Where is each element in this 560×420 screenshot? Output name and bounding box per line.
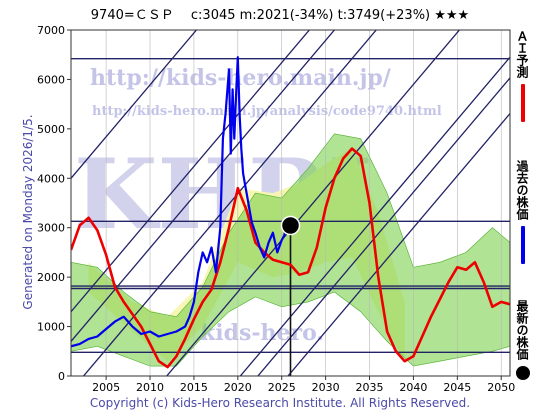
x-tick-label-2045: 2045 — [443, 381, 471, 394]
x-axis-ticks: 2005 2010 2015 2020 2025 2030 2035 2040 2045 2050 — [92, 376, 515, 394]
y-tick-label-7000: 7000 — [37, 24, 65, 37]
x-tick-label-2015: 2015 — [180, 381, 208, 394]
trend-line-1 — [71, 30, 311, 313]
x-tick-label-2010: 2010 — [136, 381, 164, 394]
legend-ai: ＡＩ予測 — [514, 30, 531, 122]
series-past-price — [71, 56, 292, 348]
watermark-bottom: kids-hero. — [200, 320, 324, 346]
legend-past-label: 過去の株価 — [515, 160, 529, 220]
y-tick-label-2000: 2000 — [37, 271, 65, 284]
legend-past: 過去の株価 — [514, 160, 531, 264]
trend-line-4 — [165, 30, 461, 376]
x-tick-label-2005: 2005 — [92, 381, 120, 394]
trend-channel-lines — [71, 30, 510, 376]
legend-past-swatch — [520, 226, 525, 264]
y-tick-label-5000: 5000 — [37, 123, 65, 136]
watermark-url-analysis: http://kids-hero.main.jp/analysis/code97… — [92, 104, 442, 119]
trend-line-6 — [257, 77, 510, 376]
x-tick-label-2040: 2040 — [399, 381, 427, 394]
trend-line-5 — [239, 56, 510, 376]
x-tick-label-2035: 2035 — [356, 381, 384, 394]
trend-line-7 — [287, 113, 510, 376]
legend-ai-label: ＡＩ予測 — [515, 30, 529, 78]
x-tick-label-2020: 2020 — [224, 381, 252, 394]
y-tick-label-6000: 6000 — [37, 73, 65, 86]
plot-frame — [70, 29, 511, 377]
series-lines — [71, 56, 510, 369]
y-tick-label-3000: 3000 — [37, 222, 65, 235]
watermark-url-main: http://kids-hero.main.jp/ — [90, 65, 392, 91]
legend-latest-dot — [515, 366, 530, 380]
latest-price-marker — [280, 215, 301, 236]
chart-title: 9740=ＣＳＰ c:3045 m:2021(-34%) t:3749(+23%… — [90, 8, 470, 23]
latest-marker-group — [280, 215, 301, 236]
legend-latest: 最新の株価 — [514, 300, 531, 380]
y-tick-label-4000: 4000 — [37, 172, 65, 185]
y-tick-label-1000: 1000 — [37, 321, 65, 334]
y-tick-label-0: 0 — [58, 370, 65, 383]
x-tick-label-2025: 2025 — [268, 381, 296, 394]
legend-latest-label: 最新の株価 — [515, 300, 529, 360]
trend-line-0 — [71, 30, 198, 179]
y-axis-ticks: 0 1000 2000 3000 4000 5000 6000 7000 — [37, 24, 71, 383]
copyright-text: Copyright (c) Kids-Hero Research Institu… — [89, 396, 471, 410]
trend-line-3 — [82, 30, 378, 376]
x-tick-label-2050: 2050 — [487, 381, 515, 394]
legend-ai-swatch — [520, 84, 525, 122]
x-tick-label-2030: 2030 — [312, 381, 340, 394]
trend-line-2 — [71, 30, 336, 342]
